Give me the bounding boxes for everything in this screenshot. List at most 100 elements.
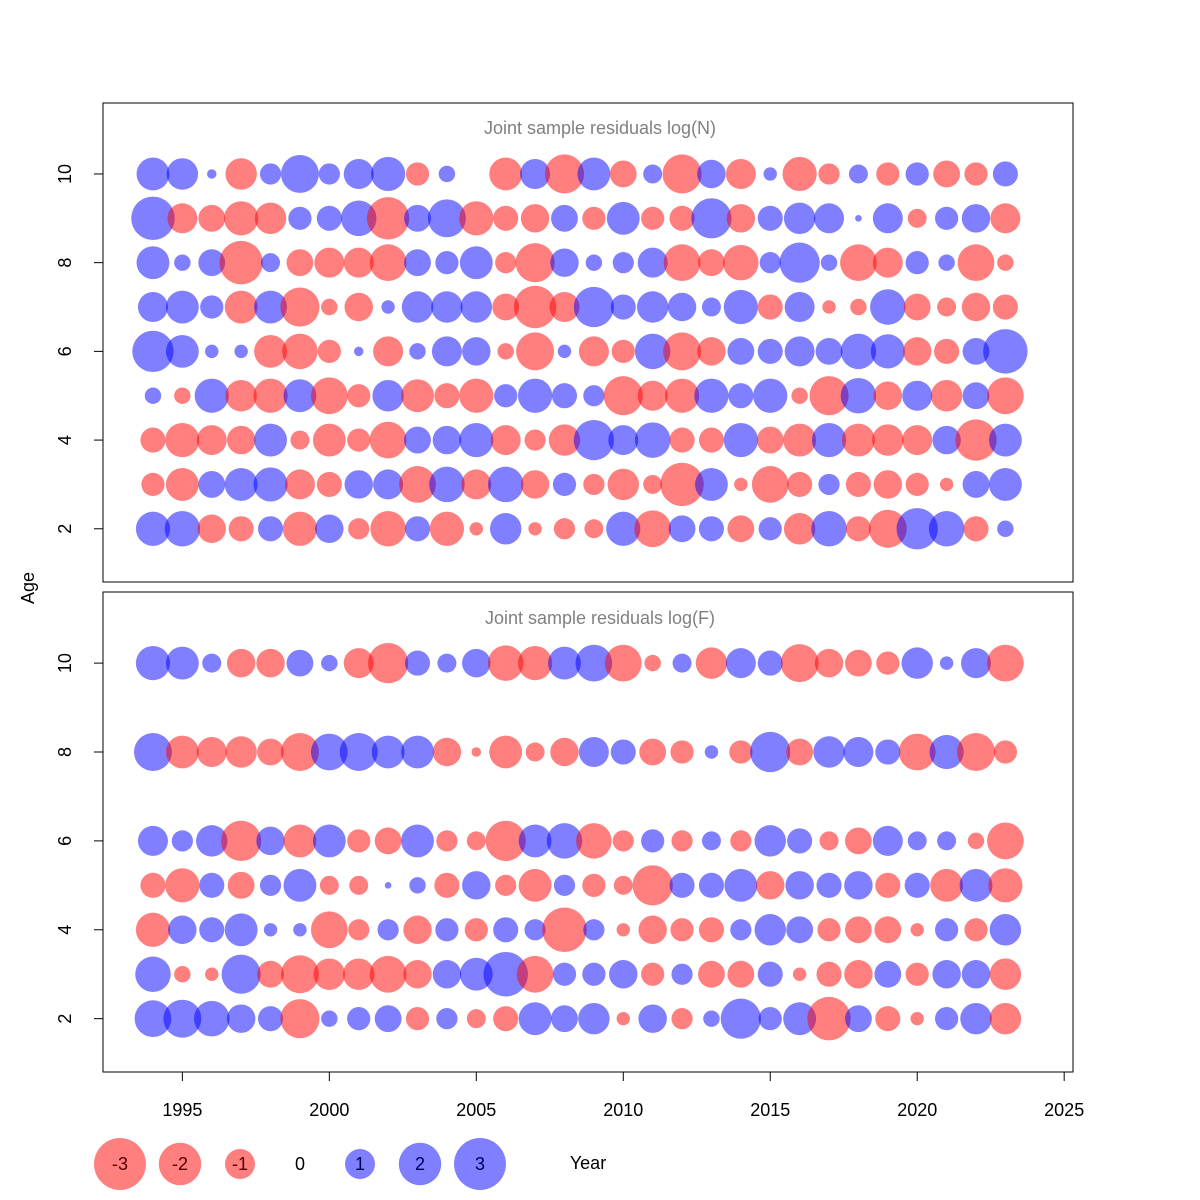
bubble-age5-2017 [809,376,849,416]
bubble-age8-2000 [314,247,345,278]
bubble-age2-2022 [960,1002,992,1035]
bubble-age3-2003 [399,466,436,503]
bubble-age5-2005 [462,871,491,900]
bubble-age5-2008 [551,383,578,409]
bubble-age6-2022 [962,337,990,365]
bubble-age9-2021 [934,206,959,230]
legend-label: 2 [415,1154,425,1174]
bubble-age7-2015 [757,294,783,320]
bubble-age6-2011 [641,829,665,853]
bubble-age8-2016 [786,738,814,766]
bubble-age2-1999 [280,999,320,1039]
panel-logF: Joint sample residuals log(F) 2 4 6 8 10 [55,591,1074,1073]
bubble-age10-2020 [901,647,933,679]
bubble-age5-1999 [283,868,317,902]
bubble-age7-2013 [701,297,721,317]
bubble-age3-2007 [520,470,550,499]
bubble-age10-2018 [845,649,872,677]
bubble-age8-2006 [495,252,517,274]
bubble-age3-2001 [344,470,373,499]
bubble-age9-2019 [872,203,903,234]
bubble-age3-1998 [257,960,284,988]
bubble-age8-2014 [723,244,759,281]
bubble-age6-2015 [757,338,783,364]
y-tick-label: 4 [55,925,75,935]
bubble-age3-2012 [660,462,704,507]
bubble-age8-2001 [339,733,378,771]
bubble-age3-2010 [609,959,638,989]
bubble-age9-1994 [131,196,175,241]
bubble-age6-2017 [815,337,843,365]
bubble-age5-1995 [174,387,191,404]
bubble-age2-2007 [518,1002,552,1036]
bubble-age3-1999 [284,469,315,500]
y-axis-label: Age [18,572,38,604]
bubble-age2-2004 [436,1008,458,1030]
bubble-age8-2010 [612,252,634,274]
x-axis: 1995 2000 2005 2010 2015 2020 2025 [162,1071,1084,1120]
bubble-age3-2020 [905,962,929,986]
bubble-age9-2017 [814,203,845,234]
bubble-age4-2008 [542,907,587,953]
bubble-age5-2015 [756,871,785,900]
bubble-age4-2009 [573,419,614,461]
bubble-age5-2016 [785,871,814,900]
bubble-age10-2016 [780,644,819,683]
bubble-age5-2013 [698,872,724,898]
bubble-age4-2012 [670,918,694,942]
bubble-age10-1994 [135,646,171,681]
x-tick-label: 2005 [456,1100,496,1120]
bubble-age9-2002 [366,197,410,240]
bubble-age4-2017 [817,918,841,942]
bubble-age7-2000 [321,298,338,316]
y-tick-label: 8 [55,747,75,757]
bubble-age2-2012 [668,515,696,543]
bubble-age6-2011 [634,333,671,370]
bubble-age2-1998 [258,516,284,542]
bubble-age5-2019 [873,381,903,410]
bubble-age5-2001 [347,384,371,408]
bubble-age8-2019 [875,739,901,765]
bubble-age6-1997 [234,344,248,359]
bubble-age8-2006 [489,735,523,769]
bubble-age6-2003 [401,824,434,858]
bubble-age4-2015 [756,426,784,454]
bubble-age3-2005 [459,957,493,991]
bubble-age8-1997 [225,736,257,768]
bubble-age6-2023 [987,822,1024,860]
bubble-age7-1994 [137,292,168,323]
bubble-age3-1994 [141,472,165,497]
bubble-age10-1997 [225,158,257,190]
bubble-age2-2005 [466,1009,486,1029]
bubble-age4-1995 [165,422,200,458]
legend-label: -3 [112,1154,128,1174]
bubble-age7-2003 [401,291,434,323]
bubble-age7-1996 [200,295,224,319]
bubble-age6-2005 [462,337,491,366]
y-tick-label: 6 [55,836,75,846]
bubble-age10-1998 [256,648,285,678]
bubble-age5-2018 [844,871,873,900]
bubble-age5-2005 [459,378,494,413]
y-tick-label: 6 [55,346,75,356]
bubble-age6-2014 [727,337,755,365]
legend-label: -2 [172,1154,188,1174]
bubble-age10-2011 [644,654,661,672]
bubble-age2-2002 [374,1005,402,1033]
bubble-age8-1996 [198,249,226,277]
bubble-age7-1995 [165,290,199,324]
bubble-age7-2004 [431,291,463,323]
bubble-age10-2022 [964,162,988,186]
bubble-age6-1994 [132,330,174,373]
bubble-age6-2007 [516,332,555,371]
legend-bubble [225,1149,255,1179]
bubble-age5-2009 [582,873,606,897]
bubble-age9-1998 [254,202,287,235]
bubble-age9-1997 [224,201,259,236]
bubble-age4-2017 [811,422,847,458]
bubble-age3-1995 [165,468,199,501]
bubble-age10-2007 [520,158,551,189]
bubble-age9-1999 [288,206,312,230]
legend-label: 3 [475,1154,485,1174]
bubble-age6-2009 [578,336,609,367]
